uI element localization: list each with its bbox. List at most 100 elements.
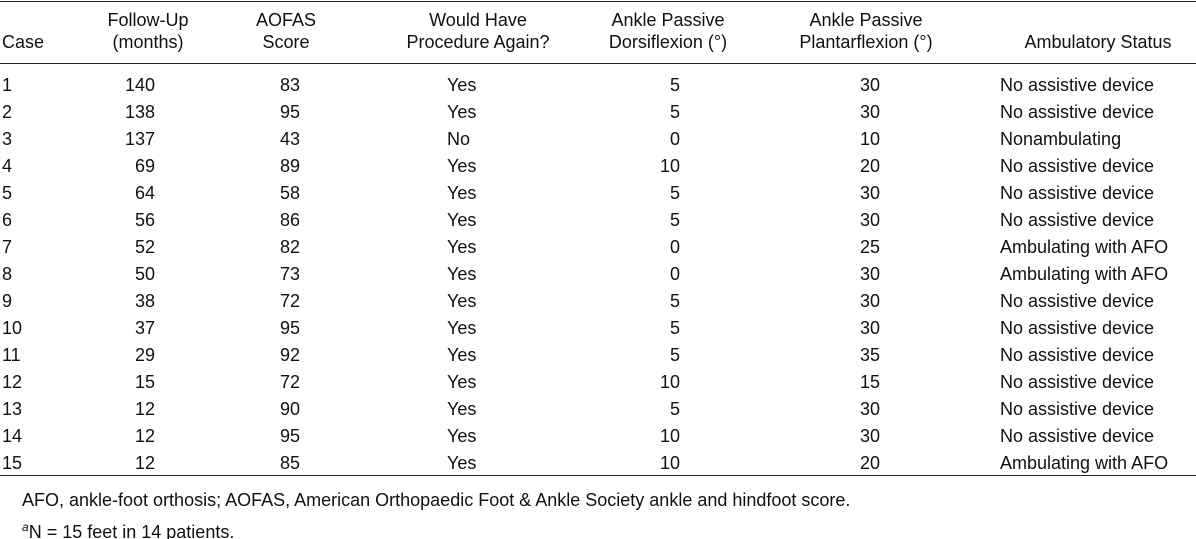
table-cell: 5 [669,318,680,338]
header-cell: (months) [112,32,184,52]
table-cell: 30 [859,399,880,419]
table-cell: 138 [124,102,155,122]
table-cell: 86 [279,210,300,230]
header-cell: Score [262,32,310,52]
table-cell: Yes [447,156,477,176]
table-cell: Ambulating with AFO [1000,237,1169,257]
header-cell: Procedure Again? [406,32,550,52]
table-cell: No assistive device [1000,156,1155,176]
table-cell: No assistive device [1000,318,1155,338]
table-cell: 30 [859,426,880,446]
footnote-text: AFO, ankle-foot orthosis; AOFAS, America… [22,490,851,510]
table-cell: Yes [447,210,477,230]
table-cell: 73 [279,264,300,284]
table-cell: 0 [669,129,680,149]
header-cell: Would Have [429,10,527,30]
table-cell: No assistive device [1000,426,1155,446]
table-cell: 56 [134,210,155,230]
table-cell: 12 [134,453,155,473]
table-cell: Yes [447,345,477,365]
footnote-mark: a [22,520,29,534]
table-cell: 140 [124,75,155,95]
table-cell: Yes [447,264,477,284]
table-cell: 52 [134,237,155,257]
table-cell: 35 [859,345,880,365]
table-cell: Yes [447,399,477,419]
table-cell: 10 [659,426,680,446]
table-cell: 69 [134,156,155,176]
table-cell: 5 [669,210,680,230]
table-cell: 2 [2,102,13,122]
table-cell: Yes [447,237,477,257]
table-cell: 95 [279,102,300,122]
table-cell: 30 [859,102,880,122]
table-cell: Yes [447,102,477,122]
table-cell: Nonambulating [1000,129,1122,149]
table-cell: 64 [134,183,155,203]
table-cell: 10 [659,156,680,176]
table-cell: Yes [447,291,477,311]
table-cell: 15 [134,372,155,392]
table-cell: 12 [2,372,23,392]
table-cell: No assistive device [1000,372,1155,392]
table-cell: 12 [134,426,155,446]
table-cell: 15 [2,453,23,473]
table-cell: 30 [859,210,880,230]
table-cell: 92 [279,345,300,365]
table-cell: 20 [859,156,880,176]
table-cell: 6 [2,210,13,230]
table-cell: 82 [279,237,300,257]
header-cell: Ankle Passive [611,10,725,30]
table-cell: 50 [134,264,155,284]
table-cell: 85 [279,453,300,473]
table-cell: 10 [659,372,680,392]
table-cell: 95 [279,426,300,446]
table-cell: 5 [669,102,680,122]
table-cell: 137 [124,129,155,149]
table-cell: 15 [859,372,880,392]
table-cell: 5 [669,291,680,311]
header-cell: Case [2,32,45,52]
table-cell: 20 [859,453,880,473]
table-cell: No assistive device [1000,102,1155,122]
table-cell: 25 [859,237,880,257]
footnote: aN = 15 feet in 14 patients. [22,516,234,539]
header-cell: AOFAS [255,10,317,30]
table-cell: 1 [2,75,13,95]
table-cell: No assistive device [1000,399,1155,419]
bottom-rule [0,475,1196,476]
table-cell: 5 [2,183,13,203]
table-cell: 5 [669,183,680,203]
table-cell: 10 [859,129,880,149]
table-cell: 83 [279,75,300,95]
table-cell: 5 [669,399,680,419]
table-cell: 0 [669,237,680,257]
table-cell: 95 [279,318,300,338]
table-cell: 13 [2,399,23,419]
table-cell: No [447,129,471,149]
table-cell: Yes [447,426,477,446]
table-cell: Yes [447,372,477,392]
table-cell: No assistive device [1000,291,1155,311]
table-cell: 7 [2,237,13,257]
top-rule [0,1,1196,2]
header-cell: Dorsiflexion (°) [608,32,728,52]
table-cell: 5 [669,75,680,95]
table-cell: 14 [2,426,23,446]
table-cell: 30 [859,75,880,95]
footnote: AFO, ankle-foot orthosis; AOFAS, America… [22,489,850,511]
table-cell: 8 [2,264,13,284]
table-cell: 72 [279,372,300,392]
table-cell: No assistive device [1000,210,1155,230]
table-cell: 5 [669,345,680,365]
table-cell: 30 [859,291,880,311]
table-cell: 10 [2,318,23,338]
table-cell: 38 [134,291,155,311]
table-cell: No assistive device [1000,75,1155,95]
table-cell: 29 [134,345,155,365]
table-cell: 10 [659,453,680,473]
header-cell: Ambulatory Status [1024,32,1172,52]
header-cell: Ankle Passive [809,10,923,30]
table-cell: 9 [2,291,13,311]
